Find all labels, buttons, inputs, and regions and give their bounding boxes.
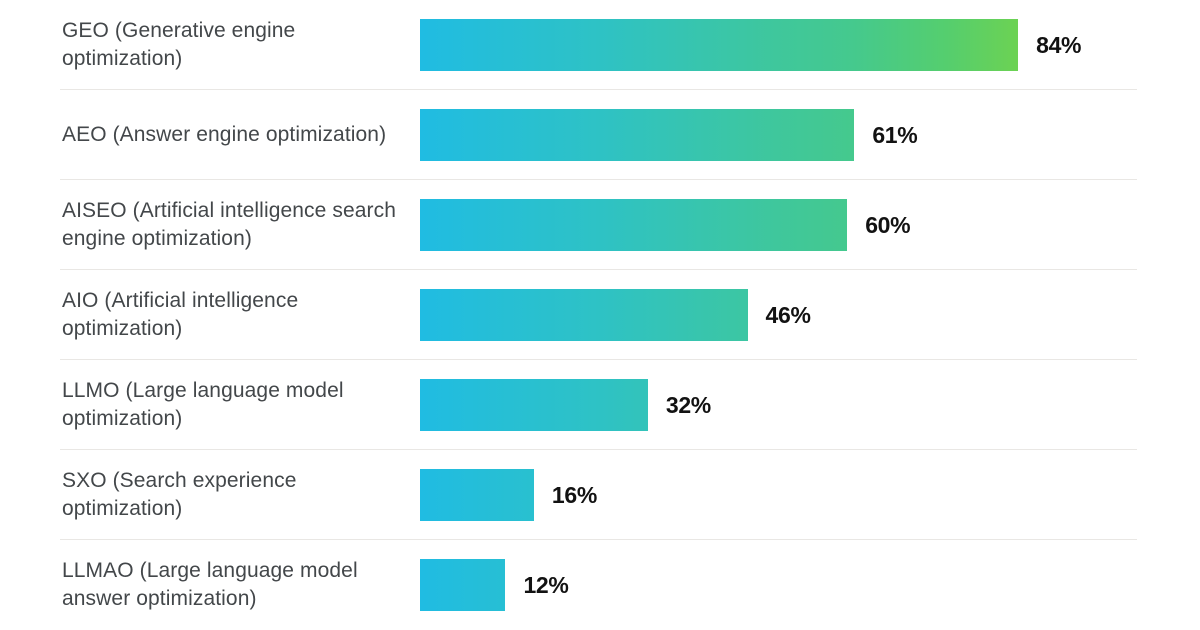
- bar-value: 61%: [872, 121, 918, 148]
- bar-track: 61%: [420, 109, 1132, 161]
- bar: [420, 109, 855, 161]
- bar-track: 46%: [420, 289, 1132, 341]
- row-separator: [60, 269, 1137, 270]
- bar-value: 16%: [551, 481, 598, 508]
- bar-track: 84%: [420, 19, 1132, 71]
- bar-value: 60%: [865, 211, 911, 238]
- bar-row-llmo: LLMO (Large language model optimization)…: [0, 360, 1200, 450]
- bar-label: LLMAO (Large language model answer optim…: [62, 559, 358, 610]
- bar-value: 84%: [1036, 31, 1082, 58]
- bar-track: 12%: [420, 559, 1132, 611]
- bar-label: GEO (Generative engine optimization): [62, 19, 296, 70]
- bar-value: 32%: [665, 391, 711, 418]
- row-separator: [60, 89, 1137, 90]
- bar-label: AEO (Answer engine optimization): [62, 123, 387, 146]
- bar-track: 60%: [420, 199, 1132, 251]
- bar-label: SXO (Search experience optimization): [62, 469, 297, 520]
- bar: [420, 199, 848, 251]
- bar: [420, 469, 534, 521]
- row-separator: [60, 359, 1137, 360]
- bar-label: AISEO (Artificial intelligence search en…: [62, 199, 396, 250]
- bar-row-sxo: SXO (Search experience optimization) 16%: [0, 450, 1200, 540]
- bar: [420, 19, 1019, 71]
- bar-row-geo: GEO (Generative engine optimization) 84%: [0, 0, 1200, 90]
- row-separator: [60, 449, 1137, 450]
- bar-track: 16%: [420, 469, 1132, 521]
- bar-value: 46%: [765, 301, 811, 328]
- bar-row-llmao: LLMAO (Large language model answer optim…: [0, 540, 1200, 630]
- bar-label: AIO (Artificial intelligence optimizatio…: [62, 289, 299, 340]
- bar-track: 32%: [420, 379, 1132, 431]
- bar: [420, 289, 748, 341]
- bar-row-aeo: AEO (Answer engine optimization) 61%: [0, 90, 1200, 180]
- bar-label: LLMO (Large language model optimization): [62, 379, 344, 430]
- bar: [420, 559, 506, 611]
- row-separator: [60, 179, 1137, 180]
- bar: [420, 379, 648, 431]
- bar-row-aiseo: AISEO (Artificial intelligence search en…: [0, 180, 1200, 270]
- row-separator: [60, 539, 1137, 540]
- bar-value: 12%: [523, 571, 569, 598]
- bar-row-aio: AIO (Artificial intelligence optimizatio…: [0, 270, 1200, 360]
